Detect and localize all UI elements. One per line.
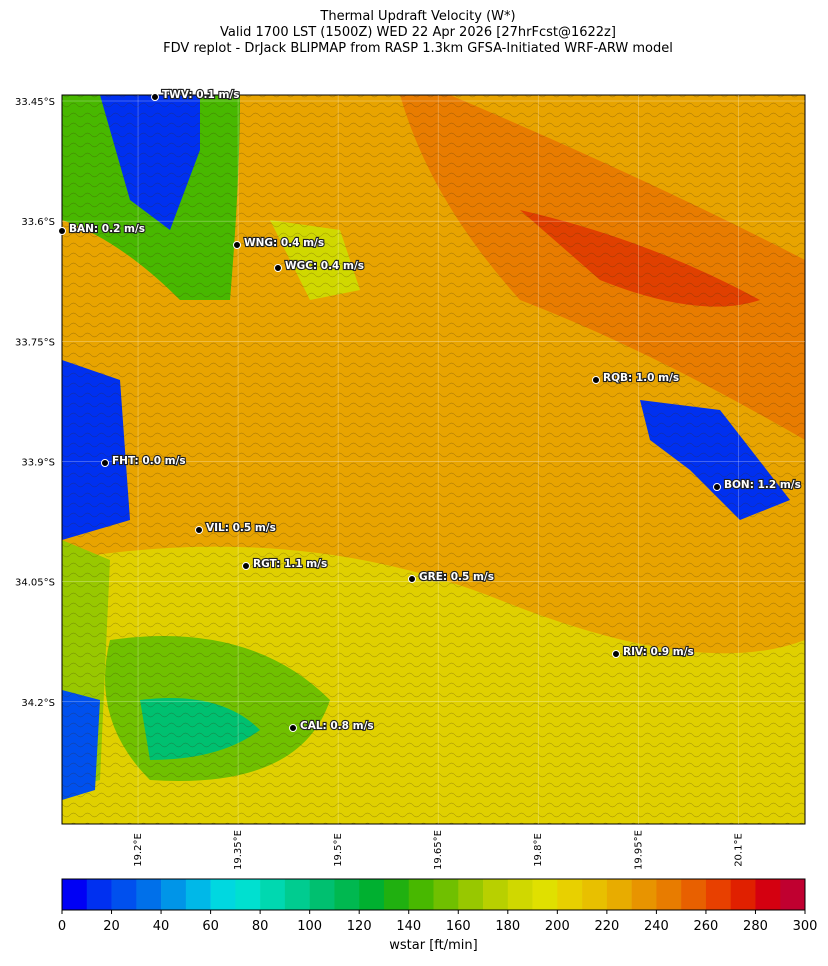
- color-bin: [656, 879, 682, 910]
- color-bin: [136, 879, 162, 910]
- station-label: TWV: 0.1 m/s: [162, 89, 240, 101]
- color-bin: [309, 879, 335, 910]
- x-tick-label: 19.95°E: [633, 830, 644, 870]
- station-label: GRE: 0.5 m/s: [419, 571, 494, 583]
- colorbar-tick-label: 240: [644, 919, 669, 934]
- y-tick-label: 33.9°S: [21, 457, 55, 468]
- color-bin: [458, 879, 484, 910]
- station-label: CAL: 0.8 m/s: [300, 720, 374, 732]
- colorbar-tick-label: 260: [694, 919, 719, 934]
- color-bin: [507, 879, 533, 910]
- color-bin: [582, 879, 608, 910]
- color-bin: [631, 879, 657, 910]
- colorbar-frame: [61, 878, 806, 911]
- color-bin: [284, 879, 310, 910]
- colorbar-tick-label: 160: [446, 919, 471, 934]
- station-label: FHT: 0.0 m/s: [112, 455, 186, 467]
- station-dot: [233, 241, 241, 249]
- station-dot: [592, 376, 600, 384]
- station-label: RIV: 0.9 m/s: [623, 646, 694, 658]
- y-tick-label: 33.45°S: [15, 97, 55, 108]
- color-bin: [62, 879, 88, 910]
- colorbar-tick-label: 300: [793, 919, 818, 934]
- color-bin: [681, 879, 707, 910]
- color-bin: [334, 879, 360, 910]
- color-bin: [210, 879, 236, 910]
- title-line: Thermal Updraft Velocity (W*): [319, 9, 515, 24]
- colorbar-tick-label: 80: [252, 919, 269, 934]
- station-dot: [58, 227, 66, 235]
- x-tick-label: 19.2°E: [133, 833, 144, 867]
- colorbar-tick-label: 20: [103, 919, 120, 934]
- station-dot: [274, 264, 282, 272]
- station-dot: [408, 575, 416, 583]
- map-frame: [61, 94, 806, 825]
- y-tick-label: 33.75°S: [15, 337, 55, 348]
- stations: TWV: 0.1 m/s BAN: 0.2 m/s WNG: 0.4 m/s WGC:…: [58, 88, 802, 733]
- station-label: VIL: 0.5 m/s: [206, 522, 276, 534]
- title-line: FDV replot - DrJack BLIPMAP from RASP 1.…: [163, 41, 673, 56]
- y-tick-label: 34.05°S: [15, 578, 55, 589]
- title-line: Valid 1700 LST (1500Z) WED 22 Apr 2026 […: [220, 25, 616, 40]
- station-label: WNG: 0.4 m/s: [244, 237, 324, 249]
- color-bin: [359, 879, 385, 910]
- title-block: Thermal Updraft Velocity (W*)Valid 1700 …: [163, 9, 673, 56]
- color-bin: [433, 879, 459, 910]
- colorbar-tick-label: 100: [297, 919, 322, 934]
- x-tick-label: 19.65°E: [433, 830, 444, 870]
- colorbar-tick-label: 180: [495, 919, 520, 934]
- color-bin: [730, 879, 756, 910]
- color-bin: [780, 879, 806, 910]
- color-bin: [755, 879, 781, 910]
- y-tick-label: 33.6°S: [21, 217, 55, 228]
- colorbar-tick-label: 220: [594, 919, 619, 934]
- color-bin: [235, 879, 261, 910]
- color-bin: [185, 879, 211, 910]
- station-dot: [612, 650, 620, 658]
- station-label: BAN: 0.2 m/s: [69, 223, 145, 235]
- x-tick-label: 19.8°E: [533, 833, 544, 867]
- colorbar-label: wstar [ft/min]: [389, 938, 477, 953]
- station-label: WGC: 0.4 m/s: [285, 260, 364, 272]
- station-dot: [242, 562, 250, 570]
- axis-ticks: 19.2°E 19.35°E 19.5°E 19.65°E 19.8°E 19.95°E 2…: [15, 95, 805, 870]
- x-tick-label: 19.5°E: [333, 833, 344, 867]
- color-bin: [483, 879, 509, 910]
- color-bin: [86, 879, 112, 910]
- station-dot: [195, 526, 203, 534]
- station-dot: [713, 483, 721, 491]
- station-dot: [289, 724, 297, 732]
- colorbar: 0 20 40 60 80 100 120 140 160 180 200 220 240 260 280 3…: [58, 878, 818, 953]
- colorbar-tick-label: 60: [202, 919, 219, 934]
- colorbar-tick-label: 40: [153, 919, 170, 934]
- colorbar-tick-label: 280: [743, 919, 768, 934]
- colorbar-tick-label: 0: [58, 919, 66, 934]
- color-bin: [260, 879, 286, 910]
- station-label: BON: 1.2 m/s: [724, 479, 801, 491]
- color-bin: [383, 879, 410, 910]
- station-label: RQB: 1.0 m/s: [603, 372, 679, 384]
- color-bin: [111, 879, 137, 910]
- color-bin: [532, 879, 558, 910]
- color-bin: [606, 879, 632, 910]
- colorbar-tick-label: 200: [545, 919, 570, 934]
- colorbar-tick-label: 120: [347, 919, 372, 934]
- station-dot: [101, 459, 109, 467]
- station-dot: [151, 93, 159, 101]
- color-bin: [705, 879, 731, 910]
- color-bin: [161, 879, 187, 910]
- colorbar-tick-label: 140: [396, 919, 421, 934]
- color-bin: [557, 879, 583, 910]
- x-tick-label: 20.1°E: [733, 833, 744, 867]
- y-tick-label: 34.2°S: [21, 698, 55, 709]
- color-bin: [408, 879, 434, 910]
- station-label: RGT: 1.1 m/s: [253, 558, 327, 570]
- x-tick-label: 19.35°E: [233, 830, 244, 870]
- terrain-contours: [62, 95, 805, 824]
- map-field: [62, 95, 805, 824]
